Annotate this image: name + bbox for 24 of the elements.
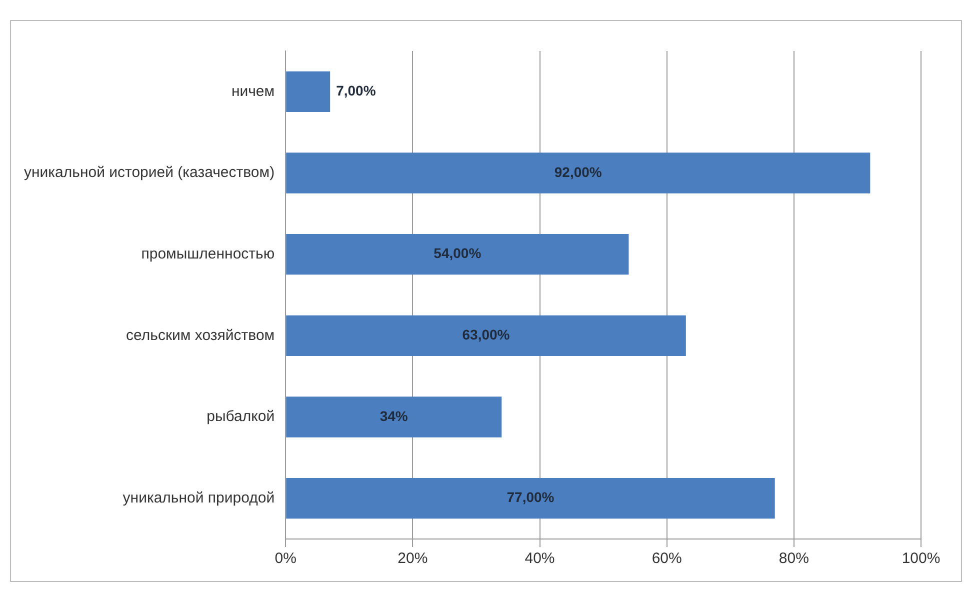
y-tick-label: рыбалкой: [206, 408, 275, 426]
bar: [286, 234, 629, 275]
y-tick-label: сельским хозяйством: [126, 326, 275, 344]
y-tick-label: уникальной историей (казачеством): [24, 164, 275, 182]
x-tick-label: 80%: [778, 550, 809, 568]
y-tick-label: промышленностью: [141, 245, 275, 262]
data-label: 63,00%: [462, 326, 510, 343]
x-tick-label: 40%: [524, 550, 555, 568]
data-label: 77,00%: [506, 489, 555, 506]
bar: [286, 478, 775, 519]
data-label: 7,00%: [336, 82, 376, 99]
x-tick-label: 20%: [398, 550, 428, 568]
x-tick-label: 0%: [274, 550, 296, 568]
x-tick-label: 100%: [902, 550, 940, 568]
y-tick-label: уникальной природой: [122, 489, 275, 506]
data-label: 54,00%: [434, 245, 482, 262]
y-tick-label: ничем: [231, 82, 275, 100]
bar: [286, 396, 502, 438]
bar: [286, 71, 330, 112]
bar: [286, 152, 870, 194]
data-label: 34%: [380, 408, 408, 424]
data-label: 92,00%: [554, 164, 602, 180]
bar: [286, 315, 686, 356]
x-tick-label: 60%: [652, 550, 682, 568]
